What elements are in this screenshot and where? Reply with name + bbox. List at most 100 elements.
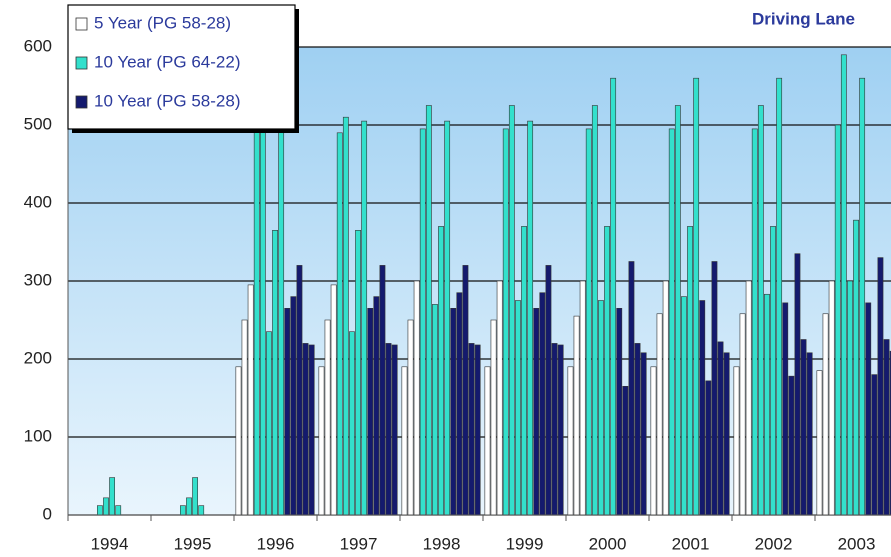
- bar: [776, 77, 783, 516]
- bar: [515, 300, 521, 516]
- bar: [355, 230, 361, 516]
- bar: [361, 120, 368, 516]
- bar: [367, 307, 374, 516]
- bar: [432, 304, 438, 516]
- bar: [711, 261, 718, 516]
- bar: [764, 293, 770, 516]
- bar: [551, 343, 558, 516]
- bar: [533, 307, 540, 516]
- bar: [450, 307, 457, 516]
- bar: [757, 105, 764, 516]
- bar: [585, 128, 592, 516]
- x-tick-label: 2002: [755, 534, 793, 553]
- x-tick-label: 2000: [589, 534, 627, 553]
- bar: [290, 296, 297, 516]
- y-tick-label: 600: [24, 36, 52, 55]
- bar: [674, 105, 681, 516]
- bar: [739, 313, 746, 516]
- axis: 0 100 200 300 400 500 600 1994 1995 1996 1997 1998 1…: [24, 36, 891, 553]
- bar: [444, 120, 451, 516]
- bar: [349, 331, 355, 516]
- legend-swatch: [75, 17, 88, 31]
- bar: [259, 124, 266, 516]
- bar: [496, 280, 503, 516]
- bar: [527, 120, 534, 516]
- bar: [502, 128, 509, 516]
- bar: [853, 219, 859, 516]
- bar: [318, 366, 325, 516]
- bar: [474, 344, 481, 516]
- legend-swatch: [75, 56, 88, 70]
- bar: [468, 343, 475, 516]
- bar: [834, 124, 841, 516]
- bar: [342, 116, 349, 516]
- bar: [822, 313, 829, 516]
- bar: [539, 292, 546, 516]
- legend-swatch: [75, 95, 88, 109]
- bar: [610, 77, 617, 516]
- bar: [816, 370, 823, 516]
- bar: [247, 284, 254, 516]
- bar: [656, 313, 663, 516]
- bar: [97, 505, 103, 516]
- y-tick-label: 100: [24, 426, 52, 445]
- bar: [628, 261, 635, 516]
- bar: [198, 505, 205, 516]
- bar: [462, 265, 469, 516]
- bar: [770, 226, 776, 516]
- bar: [425, 105, 432, 516]
- bar: [579, 280, 586, 516]
- y-tick-label: 300: [24, 270, 52, 289]
- bar: [871, 374, 878, 516]
- bar: [103, 497, 109, 516]
- bar: [253, 128, 260, 516]
- bar: [604, 226, 610, 516]
- bar: [521, 226, 527, 516]
- bar: [330, 284, 337, 516]
- bar: [115, 505, 122, 516]
- bar: [324, 319, 331, 516]
- bar: [782, 302, 789, 516]
- bar: [877, 257, 884, 516]
- bar: [591, 105, 598, 516]
- bar: [302, 343, 309, 516]
- bar: [640, 352, 647, 516]
- bar: [419, 128, 426, 516]
- x-tick-label: 1994: [91, 534, 129, 553]
- bars: [97, 54, 891, 516]
- bar: [373, 296, 380, 516]
- bar: [650, 366, 657, 516]
- bar: [336, 132, 343, 516]
- bar: [413, 280, 420, 516]
- legend-box: [67, 4, 296, 130]
- bar: [883, 339, 890, 516]
- legend-label: 5 Year (PG 58-28): [94, 13, 231, 32]
- legend-label: 10 Year (PG 58-28): [94, 91, 240, 110]
- bar: [308, 344, 315, 516]
- bar: [438, 226, 444, 516]
- bar: [693, 77, 700, 516]
- bar: [573, 315, 580, 516]
- x-tick-label: 1999: [506, 534, 544, 553]
- bar: [192, 477, 198, 516]
- bar: [401, 366, 408, 516]
- bar: [723, 352, 730, 516]
- bar: [391, 344, 398, 516]
- bar: [699, 300, 706, 516]
- legend-label: 10 Year (PG 64-22): [94, 52, 240, 71]
- y-tick-label: 200: [24, 348, 52, 367]
- bar: [800, 339, 807, 516]
- bar: [681, 296, 687, 516]
- bar: [296, 265, 303, 516]
- bar: [840, 54, 847, 516]
- bar: [241, 319, 248, 516]
- bar: [616, 307, 623, 516]
- bar: [557, 344, 564, 516]
- x-tick-label: 2001: [672, 534, 710, 553]
- bar: [865, 302, 872, 516]
- x-tick-label: 1996: [257, 534, 295, 553]
- bar: [788, 375, 795, 516]
- bar: [847, 280, 853, 516]
- bar: [751, 128, 758, 516]
- bar: [508, 105, 515, 516]
